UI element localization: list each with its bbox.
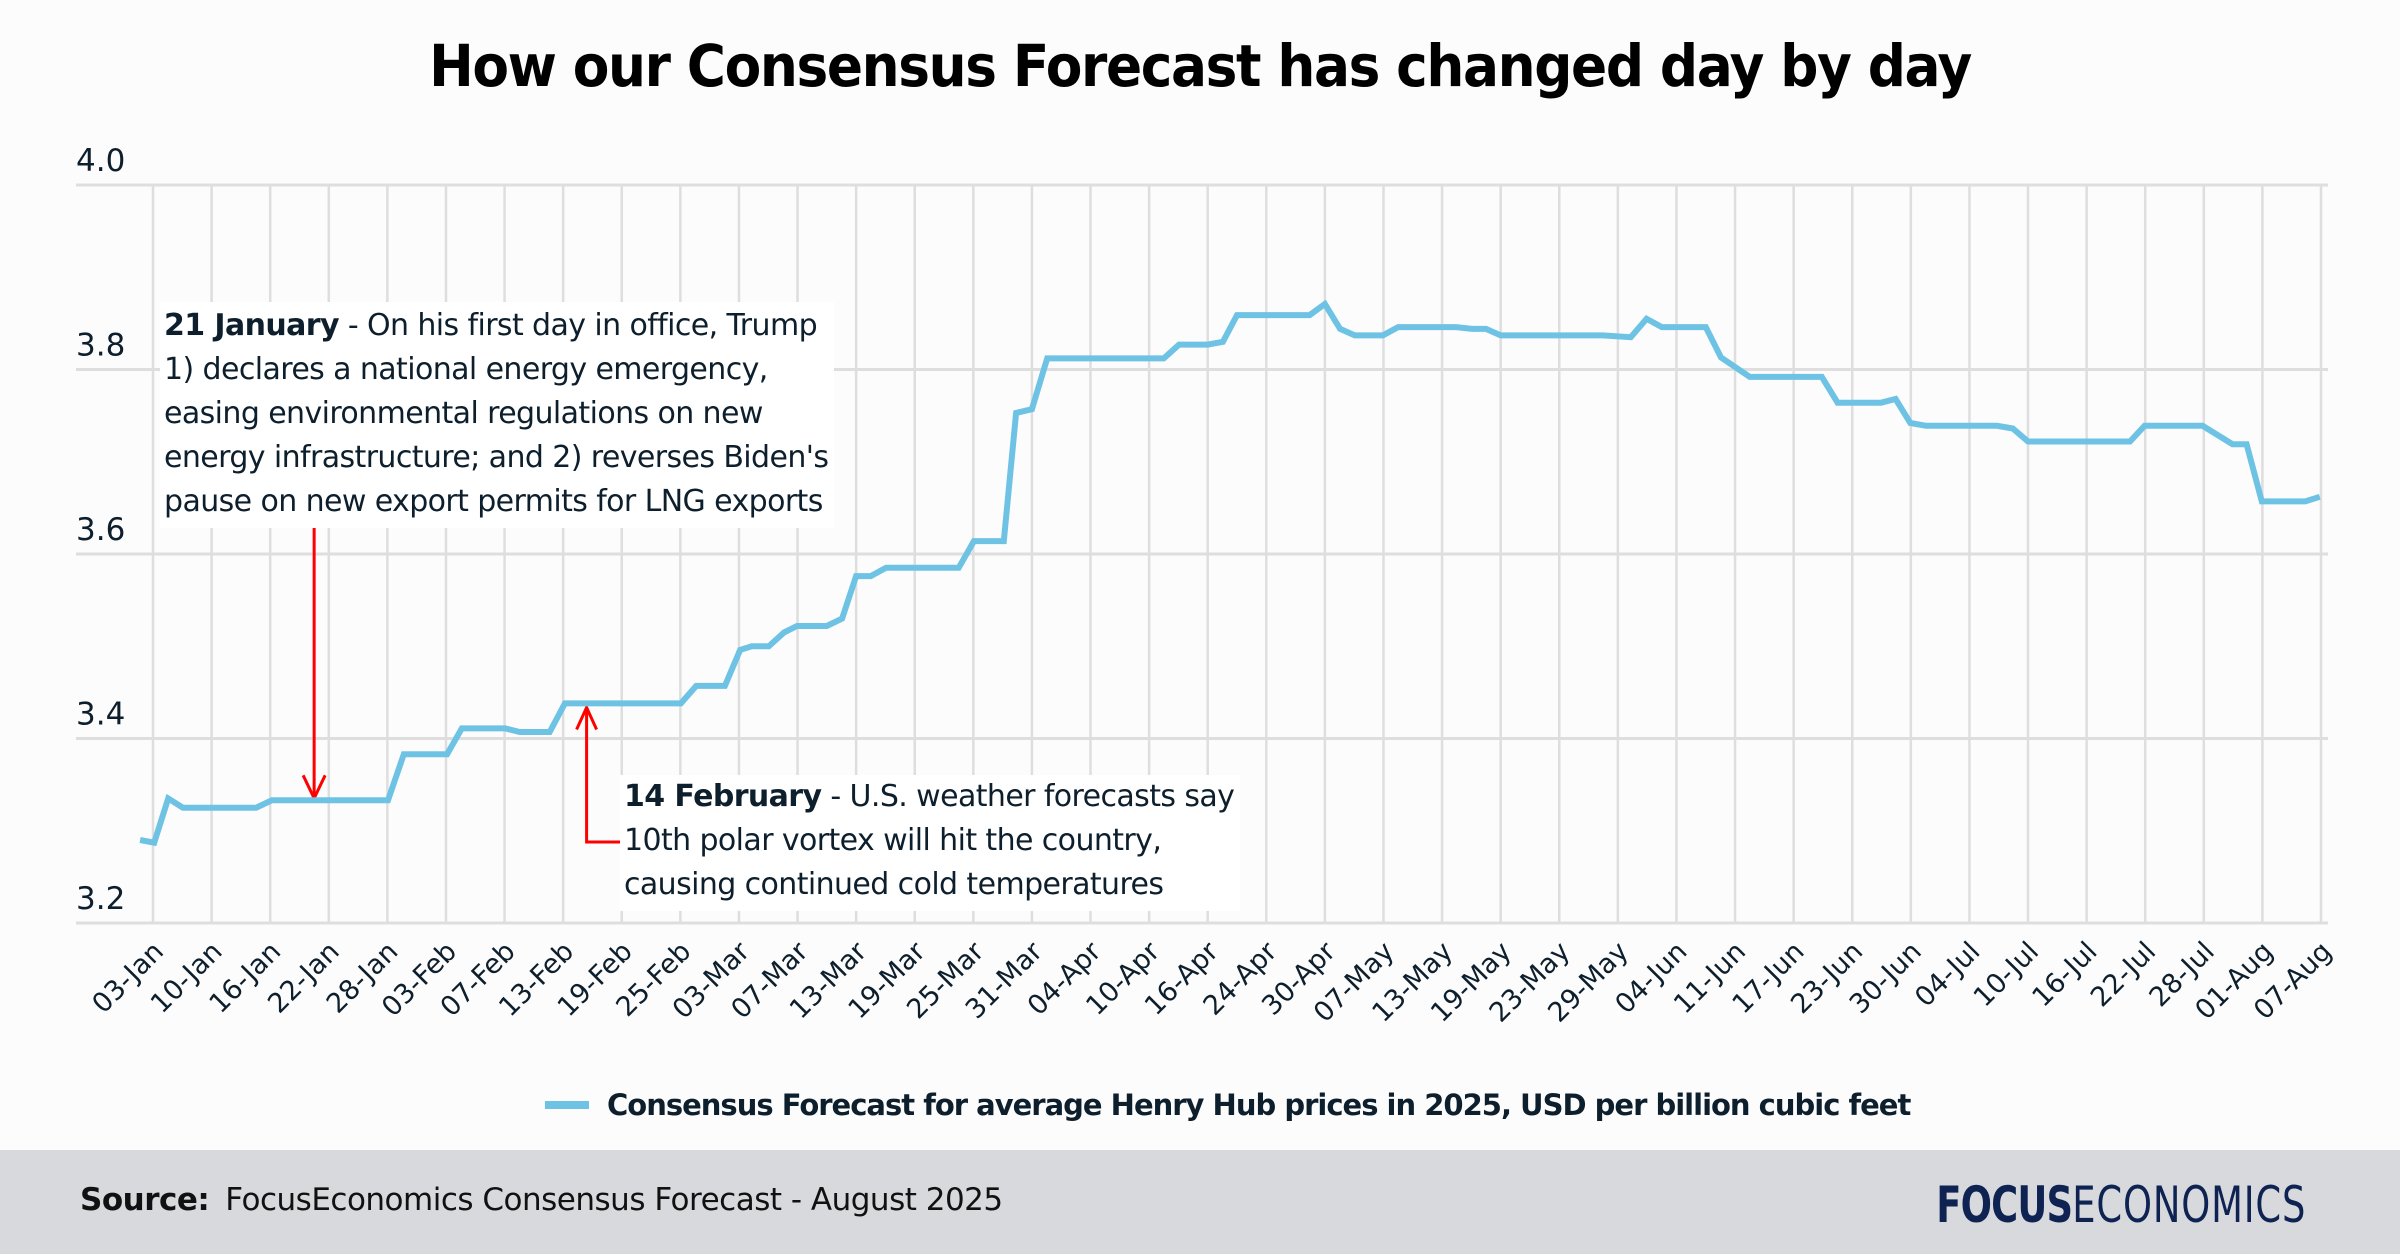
annotation-feb14-date: 14 February bbox=[624, 779, 822, 814]
arrow-feb14-head bbox=[575, 703, 598, 731]
series-layer bbox=[139, 299, 2321, 847]
y-tick-label: 3.2 bbox=[76, 881, 125, 917]
logo-bold-part: FOCUS bbox=[1935, 1176, 2073, 1234]
chart-title: How our Consensus Forecast has changed d… bbox=[429, 32, 1972, 100]
x-axis-ticks: 03-Jan10-Jan16-Jan22-Jan28-Jan03-Feb07-F… bbox=[86, 935, 2338, 1028]
annotation-jan21-line: pause on new export permits for LNG expo… bbox=[164, 484, 823, 519]
annotation-arrows bbox=[301, 522, 622, 844]
arrow-feb14-shaft bbox=[585, 707, 622, 844]
annotation-jan21-date: 21 January bbox=[164, 308, 340, 343]
annotation-feb14-line: causing continued cold temperatures bbox=[624, 867, 1164, 902]
source-note: Source: FocusEconomics Consensus Forecast… bbox=[80, 1182, 1003, 1218]
x-tick-label: 04-Jul bbox=[1909, 936, 1986, 1013]
source-text: FocusEconomics Consensus Forecast - Augu… bbox=[225, 1182, 1003, 1218]
y-tick-label: 3.6 bbox=[76, 512, 125, 548]
legend-swatch bbox=[545, 1101, 589, 1109]
line-chart: 3.2 3.4 3.6 3.8 4.0 03-Jan10-Jan16-Jan22-Jan… bbox=[76, 143, 2338, 1029]
annotation-feb14: 14 February - U.S. weather forecasts say… bbox=[620, 775, 1241, 911]
x-tick-label: 16-Jul bbox=[2026, 936, 2103, 1013]
annotation-jan21-line: energy infrastructure; and 2) reverses B… bbox=[164, 440, 829, 475]
annotation-jan21-line: 1) declares a national energy emergency, bbox=[164, 352, 768, 387]
annotation-jan21-line: easing environmental regulations on new bbox=[164, 396, 763, 431]
series-line bbox=[139, 299, 2321, 847]
x-tick-label: 22-Jul bbox=[2085, 936, 2162, 1013]
y-axis-ticks: 3.2 3.4 3.6 3.8 4.0 bbox=[76, 143, 125, 917]
y-tick-label: 3.8 bbox=[76, 328, 125, 364]
footer: Source: FocusEconomics Consensus Forecast… bbox=[0, 1150, 2400, 1254]
source-label: Source: bbox=[80, 1182, 210, 1218]
y-tick-label: 4.0 bbox=[76, 143, 125, 179]
x-tick-label: 10-Jul bbox=[1968, 936, 2045, 1013]
annotation-feb14-line: 10th polar vortex will hit the country, bbox=[624, 823, 1162, 858]
legend: Consensus Forecast for average Henry Hub… bbox=[545, 1085, 1911, 1125]
annotation-jan21-line: - On his first day in office, Trump bbox=[338, 308, 818, 343]
legend-label: Consensus Forecast for average Henry Hub… bbox=[607, 1088, 1911, 1122]
focuseconomics-logo: FOCUSECONOMICS bbox=[1936, 1176, 2306, 1234]
y-tick-label: 3.4 bbox=[76, 697, 125, 733]
logo-light-part: ECONOMICS bbox=[2072, 1176, 2306, 1234]
annotation-feb14-line: - U.S. weather forecasts say bbox=[821, 779, 1235, 814]
annotation-jan21: 21 January - On his first day in office,… bbox=[160, 302, 835, 528]
